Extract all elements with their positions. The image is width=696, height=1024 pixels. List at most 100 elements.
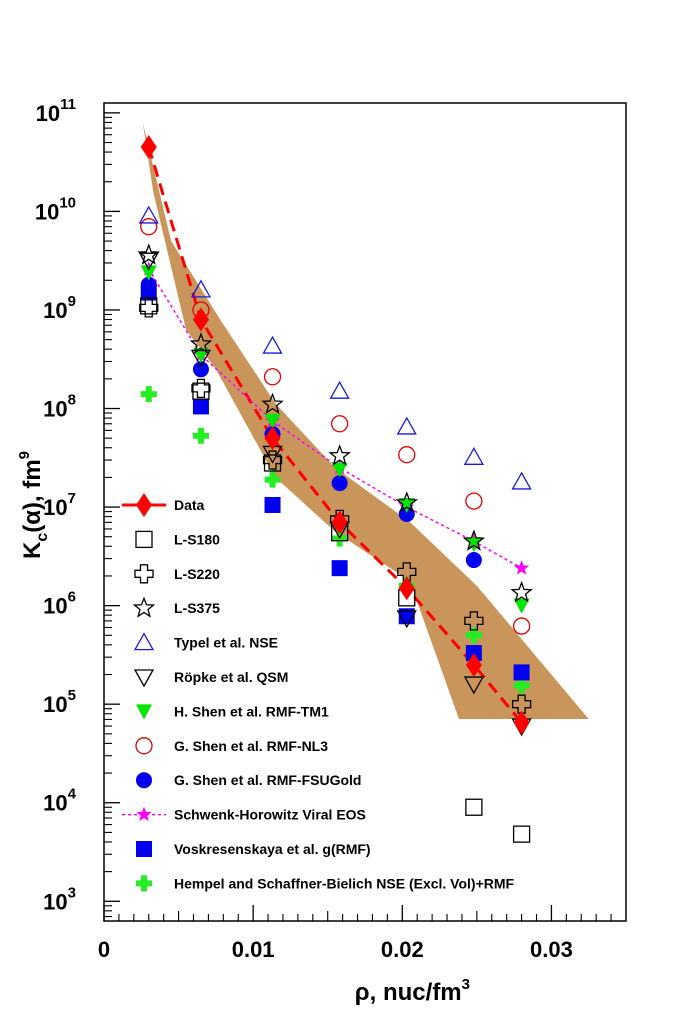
l-s180-point: [465, 798, 483, 816]
typel-et-al-nse-point: [190, 279, 212, 298]
typel-et-al-nse-point: [262, 335, 283, 354]
legend-label: Schwenk-Horowitz Viral EOS: [174, 807, 366, 823]
hempel-and-schaffner-bielich-nse-excl-vol-rmf-point: [140, 386, 157, 403]
markers-layer: [137, 135, 533, 843]
y-tick-label: 1010: [35, 194, 76, 224]
l-s375-point: [189, 332, 213, 354]
y-tick-label: 105: [43, 687, 76, 717]
schwenk-horowitz-viral-eos-point: [513, 560, 530, 575]
legend-marker: [133, 632, 155, 651]
l-s180-point: [263, 454, 282, 472]
legend-entry-g-shen-et-al-rmf-nl3: G. Shen et al. RMF-NL3: [135, 737, 328, 755]
voskresenskaya-et-al-g-rmf-point: [192, 398, 209, 415]
legend-label: G. Shen et al. RMF-NL3: [174, 738, 328, 754]
hempel-and-schaffner-bielich-nse-excl-vol-rmf-point: [465, 627, 482, 644]
legend-marker: [135, 530, 153, 549]
legend-label: H. Shen et al. RMF-TM1: [174, 703, 329, 719]
g-shen-et-al-rmf-fsugold-point: [140, 276, 157, 293]
uncertainty-band: [142, 122, 589, 719]
y-tick-label: 1011: [36, 96, 76, 126]
y-axis-title: Kc(α), fm9: [16, 451, 51, 559]
h-shen-et-al-rmf-tm1-point: [398, 497, 415, 513]
legend-marker: [132, 596, 156, 618]
legend-entry-data: Data: [122, 493, 205, 517]
g-shen-et-al-rmf-nl3-point: [512, 617, 531, 635]
ropke-et-al-qsm-point: [138, 252, 159, 271]
data-point: [513, 710, 530, 735]
hempel-and-schaffner-bielich-nse-excl-vol-rmf-point: [513, 677, 530, 694]
l-s375-series: [137, 243, 533, 603]
g-shen-et-al-rmf-fsugold-point: [331, 475, 348, 492]
l-s375-point: [395, 491, 419, 513]
g-shen-et-al-rmf-fsugold-point: [192, 361, 209, 378]
ropke-et-al-qsm-point: [463, 676, 484, 695]
legend-marker: [136, 772, 152, 789]
l-s180-point: [192, 382, 210, 400]
hempel-and-schaffner-bielich-nse-excl-vol-rmf-point: [264, 471, 281, 488]
legend: Data L-S180 L-S220 L-S375 Typel et al. NSE Rö…: [122, 493, 515, 892]
legend-marker: [134, 564, 154, 584]
l-s375-point: [137, 243, 161, 265]
legend-label: Hempel and Schaffner-Bielich NSE (Excl. …: [174, 875, 515, 891]
data-point: [331, 510, 348, 535]
l-s375-point: [462, 529, 486, 551]
x-tick-label: 0: [98, 937, 110, 962]
l-s220-point: [397, 562, 417, 582]
legend-label: L-S220: [174, 566, 220, 582]
l-s220-point: [191, 378, 211, 399]
ropke-et-al-qsm-point: [396, 610, 417, 629]
voskresenskaya-et-al-g-rmf-point: [264, 496, 281, 513]
y-tick-label: 107: [43, 490, 76, 520]
x-axis-title: ρ, nuc/fm3: [355, 976, 470, 1006]
h-shen-et-al-rmf-tm1-point: [331, 462, 348, 478]
data-series: [140, 135, 530, 735]
data-point: [192, 307, 209, 332]
voskresenskaya-et-al-g-rmf-point: [513, 664, 530, 681]
y-tick-label: 104: [43, 786, 76, 816]
h-shen-et-al-rmf-tm1-point: [264, 413, 281, 429]
typel-et-al-nse-point: [396, 416, 417, 435]
l-s375-point: [328, 444, 351, 466]
legend-entry-hempel-and-schaffner-bielich-nse-excl-vol-rmf: Hempel and Schaffner-Bielich NSE (Excl. …: [136, 875, 515, 892]
typel-et-al-nse-series: [138, 205, 532, 490]
legend-label: L-S180: [174, 531, 220, 547]
g-shen-et-al-rmf-nl3-point: [263, 368, 282, 386]
hempel-and-schaffner-bielich-nse-excl-vol-rmf-point: [192, 427, 209, 444]
legend-marker: [136, 806, 152, 822]
x-tick-label: 0.02: [381, 937, 424, 962]
h-shen-et-al-rmf-tm1-series: [140, 265, 530, 614]
y-tick-label: 106: [43, 589, 76, 619]
l-s375-point: [510, 580, 533, 603]
ropke-et-al-qsm-point: [190, 349, 212, 368]
l-s220-point: [511, 694, 532, 714]
g-shen-et-al-rmf-nl3-series: [140, 218, 531, 635]
legend-marker: [136, 704, 152, 720]
g-shen-et-al-rmf-nl3-point: [140, 218, 158, 236]
l-s220-point: [262, 450, 283, 470]
ticks-layer: 0 0.01 0.02 0.03 103 104 105 106 107 108 109 1010 10…: [35, 96, 612, 962]
legend-entry-schwenk-horowitz-viral-eos: Schwenk-Horowitz Viral EOS: [122, 806, 366, 823]
legend-label: G. Shen et al. RMF-FSUGold: [174, 772, 361, 788]
g-shen-et-al-rmf-nl3-point: [330, 415, 349, 433]
g-shen-et-al-rmf-nl3-point: [465, 492, 483, 510]
legend-label: L-S375: [174, 600, 220, 616]
legend-entry-h-shen-et-al-rmf-tm1: H. Shen et al. RMF-TM1: [136, 703, 329, 720]
h-shen-et-al-rmf-tm1-point: [140, 265, 157, 281]
legend-label: Röpke et al. QSM: [174, 669, 288, 685]
legend-marker: [135, 737, 153, 755]
uncertainty-band-layer: [142, 122, 589, 719]
data-point: [264, 426, 281, 451]
data-point: [140, 135, 157, 160]
typel-et-al-nse-point: [511, 471, 532, 490]
typel-et-al-nse-point: [463, 446, 484, 465]
g-shen-et-al-rmf-nl3-point: [398, 446, 416, 464]
typel-et-al-nse-point: [329, 380, 350, 399]
legend-entry-l-s220: L-S220: [134, 564, 220, 584]
legend-label: Voskresenskaya et al. g(RMF): [174, 841, 371, 857]
voskresenskaya-et-al-g-rmf-point: [331, 560, 348, 577]
typel-et-al-nse-point: [138, 205, 159, 224]
data-point: [398, 576, 415, 601]
y-tick-label: 108: [43, 392, 76, 422]
legend-marker: [136, 841, 152, 857]
x-tick-label: 0.03: [530, 937, 573, 962]
